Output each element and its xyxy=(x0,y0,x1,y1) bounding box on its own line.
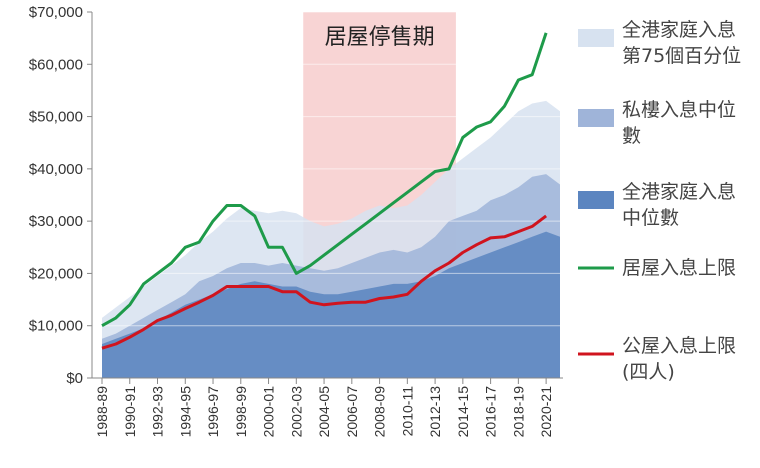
x-tick-label-10: 2008-09 xyxy=(372,386,388,438)
legend-label-1-line-2: 第75個百分位 xyxy=(622,45,741,67)
shaded-period-label: 居屋停售期 xyxy=(325,25,435,50)
y-tick-label-1: $10,000 xyxy=(29,318,83,335)
legend-label-1-line-1: 全港家庭入息 xyxy=(622,19,736,41)
x-tick-label-11: 2010-11 xyxy=(399,386,415,437)
line-layer xyxy=(101,32,548,350)
x-tick-label-1: 1990-91 xyxy=(122,386,138,438)
x-tick-label-0: 1988-89 xyxy=(94,386,110,438)
x-tick-label-14: 2016-17 xyxy=(483,386,499,438)
y-tick-label-4: $40,000 xyxy=(29,161,83,178)
legend-label-5-line-1: 公屋入息上限 xyxy=(622,335,736,357)
x-tick-label-13: 2014-15 xyxy=(455,386,471,438)
y-tick-label-0: $0 xyxy=(66,370,83,387)
legend-label-3-line-2: 中位數 xyxy=(622,207,679,229)
x-tick-label-7: 2002-03 xyxy=(288,386,304,438)
x-tick-label-8: 2004-05 xyxy=(316,386,332,438)
y-tick-label-5: $50,000 xyxy=(29,109,83,126)
x-tick-label-6: 2000-01 xyxy=(261,386,277,438)
x-tick-label-15: 2018-19 xyxy=(510,386,526,438)
y-tick-label-7: $70,000 xyxy=(29,4,83,21)
legend-swatch-3 xyxy=(578,191,614,209)
legend-swatch-2 xyxy=(578,109,614,127)
x-tick-label-3: 1994-95 xyxy=(177,386,193,438)
legend-label-3-line-1: 全港家庭入息 xyxy=(622,181,736,203)
legend-label-2-line-2: 數 xyxy=(622,125,641,147)
x-tick-label-5: 1998-99 xyxy=(233,386,249,438)
axis-layer: $0 $10,000 $20,000 $30,000 $40,000 $50,000 $60… xyxy=(29,4,563,437)
legend-label-4-line-1: 居屋入息上限 xyxy=(622,257,736,279)
line-series-2 xyxy=(101,214,548,350)
gridline-layer xyxy=(92,11,563,327)
x-tick-label-12: 2012-13 xyxy=(427,386,443,438)
y-tick-label-2: $20,000 xyxy=(29,265,83,282)
label-layer: 居屋停售期 xyxy=(325,25,435,50)
legend-label-2-line-1: 私樓入息中位 xyxy=(622,99,736,121)
y-tick-label-3: $30,000 xyxy=(29,213,83,230)
legend-label-5-line-2: (四人) xyxy=(622,361,675,383)
y-tick-label-6: $60,000 xyxy=(29,56,83,73)
legend: 全港家庭入息第75個百分位私樓入息中位數全港家庭入息中位數居屋入息上限公屋入息上… xyxy=(578,19,741,383)
x-tick-label-16: 2020-21 xyxy=(538,386,554,438)
x-tick-label-4: 1996-97 xyxy=(205,386,221,438)
legend-swatch-1 xyxy=(578,29,614,47)
x-tick-label-9: 2006-07 xyxy=(344,386,360,438)
x-tick-label-2: 1992-93 xyxy=(150,386,166,438)
line-series-1 xyxy=(101,32,548,328)
